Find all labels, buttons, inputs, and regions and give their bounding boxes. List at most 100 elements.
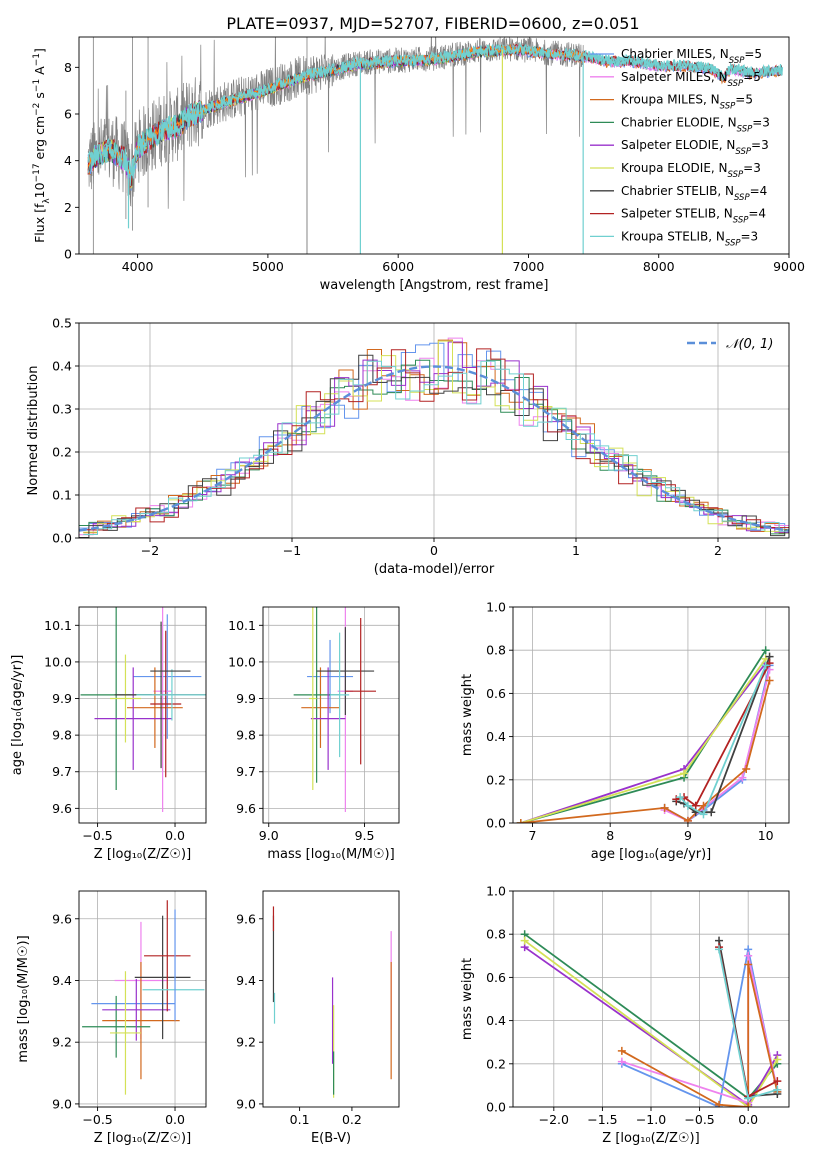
legend-label-tail: =4	[750, 184, 768, 198]
series-marker	[738, 773, 747, 782]
legend-label-sub: SSP	[728, 170, 744, 180]
spectrum-plot-area	[87, 37, 784, 254]
series-marker	[715, 1100, 724, 1107]
y-tick-label: 10.0	[228, 654, 256, 669]
y-axis-label-part: −2	[32, 103, 42, 116]
y-axis-label-part: −17	[32, 163, 42, 182]
x-axis-label: mass [log₁₀(M/M☉)]	[267, 847, 394, 862]
y-tick-label: 0	[64, 247, 72, 262]
legend-label-text: Kroupa ELODIE, N	[621, 161, 728, 175]
errorbar-point	[301, 667, 340, 748]
series-marker	[744, 1103, 753, 1107]
x-tick-label: 0.2	[342, 1112, 362, 1127]
y-tick-label: 0.0	[486, 1100, 506, 1115]
x-tick-label: 0.1	[290, 1112, 310, 1127]
series-marker	[707, 808, 716, 817]
series-marker	[773, 1085, 782, 1094]
y-axis-label-part: Flux [f	[32, 203, 47, 243]
x-axis-label: E(B-V)	[311, 1131, 351, 1146]
series-marker	[520, 936, 529, 945]
y-tick-label: 0.2	[52, 445, 72, 460]
series-marker	[744, 960, 753, 969]
y-axis-label-part: A	[32, 66, 47, 79]
y-tick-label: 9.6	[236, 801, 256, 816]
legend-label: Kroupa STELIB, NSSP=3	[621, 229, 758, 248]
legend-label-tail: =5	[744, 47, 762, 61]
axes-frame	[78, 890, 207, 1108]
y-axis-label: mass weight	[460, 958, 475, 1040]
y-tick-label: 10.1	[228, 618, 256, 633]
legend-label-tail: =3	[743, 161, 761, 175]
x-tick-label: −0.5	[82, 1112, 112, 1127]
errorbar-point	[109, 654, 141, 743]
x-tick-label: −1.5	[587, 1112, 617, 1127]
legend-label-text: Chabrier ELODIE, N	[621, 115, 737, 129]
axes-frame	[78, 606, 207, 824]
errorbar-point	[109, 971, 141, 1095]
histogram-kroupa-stelib	[83, 360, 789, 535]
x-tick-label: −0.5	[684, 1112, 714, 1127]
y-axis-label: mass weight	[460, 674, 475, 756]
y-tick-label: 0.4	[486, 729, 506, 744]
series-line	[524, 939, 779, 1107]
series-marker	[680, 769, 689, 778]
y-tick-label: 9.7	[52, 764, 72, 779]
y-axis-label: mass [log₁₀(M/M☉)]	[16, 935, 31, 1062]
errorbar-point	[134, 915, 191, 1040]
y-axis-label-part: −1	[32, 79, 42, 92]
errorbar-point	[316, 627, 375, 715]
y-tick-label: 9.8	[236, 728, 256, 743]
errorbar-plot-area	[82, 900, 205, 1095]
y-tick-label: 0.1	[52, 488, 72, 503]
legend-label: Chabrier STELIB, NSSP=4	[621, 184, 767, 203]
y-tick-label: 1.0	[486, 600, 506, 615]
errorbar-point	[133, 614, 202, 739]
y-tick-label: 4	[64, 153, 72, 168]
series-line	[621, 964, 779, 1107]
y-tick-label: 10.1	[44, 618, 72, 633]
x-tick-label: 0.0	[738, 1112, 758, 1127]
errorbar-point	[153, 607, 172, 813]
y-tick-label: 0.8	[486, 927, 506, 942]
y-tick-label: 0.6	[486, 686, 506, 701]
errorbar-point	[345, 617, 377, 765]
x-tick-label: −1.0	[636, 1112, 666, 1127]
series-marker	[765, 676, 774, 685]
legend-label-tail: =3	[741, 229, 759, 243]
y-axis-label: Normed distribution	[26, 366, 41, 496]
residual-panel: −2 −1 0 1 2 0.0 0.1 0.2 0.3 0.4 0.5 (data-model)/er…	[26, 316, 790, 577]
series-marker	[617, 1057, 626, 1066]
legend-label: Salpeter STELIB, NSSP=4	[621, 207, 766, 226]
mass-vs-ebv-panel: 0.1 0.2 9.0 9.2 9.4 9.6 E(B-V)	[236, 890, 400, 1146]
x-tick-label: 8	[606, 828, 614, 843]
legend-label-text: Salpeter MILES, N	[621, 70, 728, 84]
histogram-salpeter-stelib	[79, 348, 789, 531]
series-marker	[773, 1055, 782, 1064]
legend-label-sub: SSP	[734, 193, 750, 203]
y-axis-label-part: s	[32, 92, 47, 103]
x-axis-label: (data-model)/error	[374, 562, 495, 577]
line-plot-area	[516, 646, 774, 823]
errorbar-point	[144, 900, 191, 1012]
x-tick-label: −2	[141, 543, 159, 558]
x-tick-label: −1	[283, 543, 301, 558]
normal-distribution-curve	[79, 365, 789, 532]
errorbar-plot-area	[293, 607, 377, 813]
legend-label: 𝒩(0, 1)	[726, 337, 773, 352]
errorbar-point	[102, 961, 180, 1080]
legend-label-text: Salpeter ELODIE, N	[621, 138, 735, 152]
x-tick-label: 5000	[252, 259, 284, 274]
y-tick-label: 0.0	[486, 816, 506, 831]
series-marker	[744, 951, 753, 960]
x-tick-label: 9000	[773, 259, 805, 274]
errorbar-point	[136, 669, 206, 721]
errorbar-point	[330, 632, 350, 758]
y-axis-label-part: λ	[42, 198, 52, 204]
legend-label: Kroupa ELODIE, NSSP=3	[621, 161, 761, 180]
errorbar-point	[82, 995, 151, 1058]
legend-label: Salpeter MILES, NSSP=5	[621, 70, 761, 89]
errorbar-plot-area	[80, 607, 206, 813]
y-tick-label: 8	[64, 60, 72, 75]
